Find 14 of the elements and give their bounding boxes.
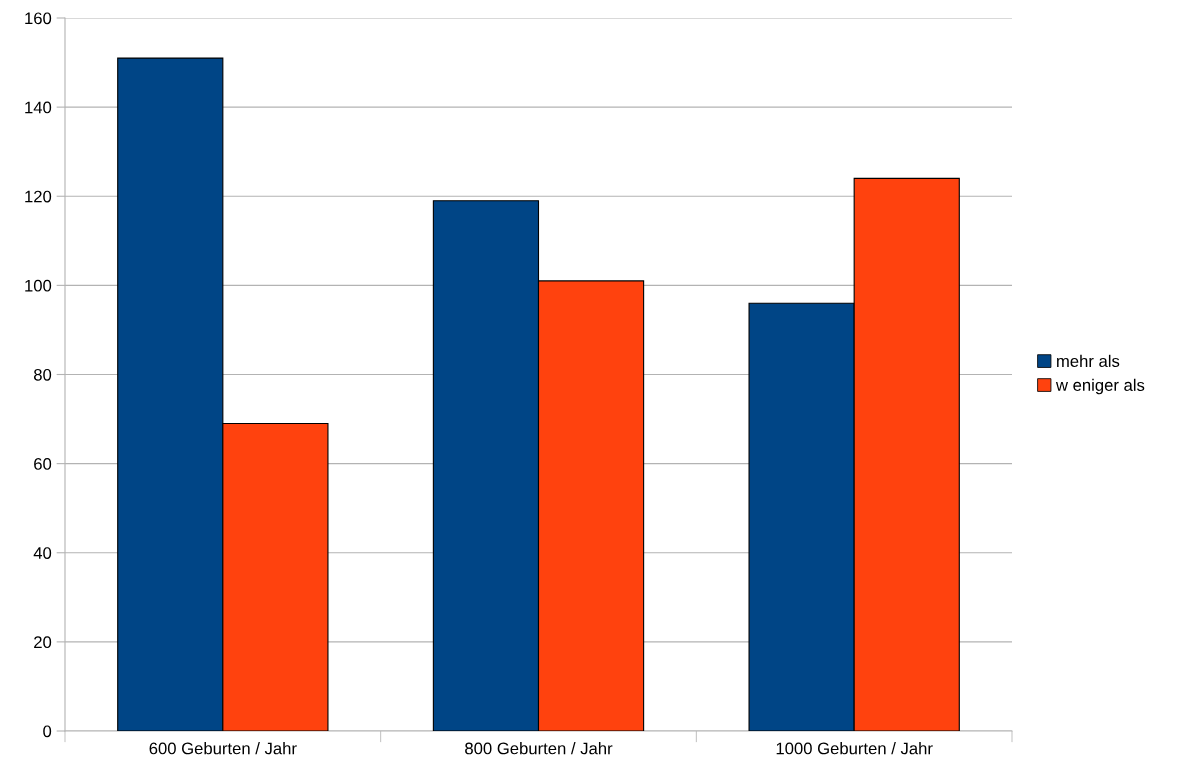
y-tick-label: 60 [34,458,52,470]
x-tick-label: 1000 Geburten / Jahr [776,742,933,755]
y-tick-label: 20 [34,636,52,649]
y-tick-label: 40 [33,547,52,559]
x-tick-label: 800 Geburten / Jahr [465,742,613,755]
legend-label: w eniger als [1055,378,1145,395]
y-tick-label: 120 [25,190,52,203]
y-tick-label: 140 [25,101,52,114]
x-tick-label: 600 Geburten / Jahr [149,742,297,755]
y-tick-label: 80 [33,368,52,381]
y-tick-label: 0 [43,725,52,738]
legend-label: mehr als [1057,354,1120,368]
y-tick-label: 160 [25,12,52,25]
y-tick-label: 100 [25,279,52,292]
